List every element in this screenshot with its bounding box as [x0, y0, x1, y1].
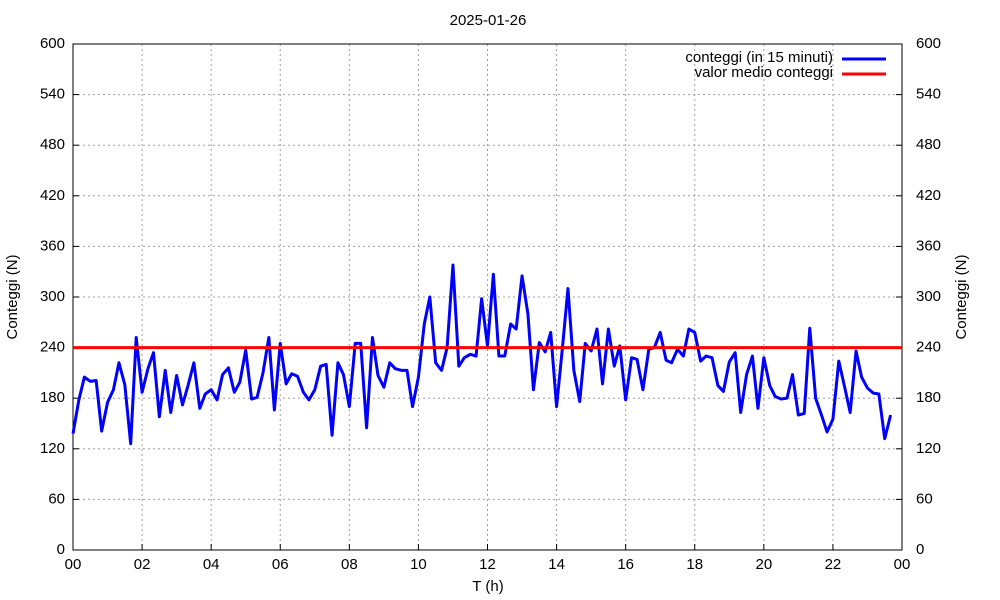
y2-tick-label: 300 [916, 288, 941, 305]
x-tick-label: 08 [341, 556, 358, 573]
legend-label: conteggi (in 15 minuti) [685, 49, 833, 66]
legend-label: valor medio conteggi [695, 64, 833, 81]
y-tick-label: 360 [40, 237, 65, 254]
x-tick-label: 10 [410, 556, 427, 573]
x-tick-label: 14 [548, 556, 565, 573]
x-tick-label: 18 [686, 556, 703, 573]
data-line [71, 263, 893, 446]
y-axis-label: Conteggi (N) [4, 254, 21, 339]
x-tick-label: 02 [134, 556, 151, 573]
y-tick-label: 0 [57, 541, 65, 558]
y-tick-label: 240 [40, 339, 65, 356]
y2-tick-label: 0 [916, 541, 924, 558]
y-tick-label: 120 [40, 440, 65, 457]
x-tick-label: 00 [65, 556, 82, 573]
y-tick-label: 60 [48, 490, 65, 507]
chart-title: 2025-01-26 [450, 12, 527, 29]
y2-tick-label: 540 [916, 86, 941, 103]
y2-tick-label: 360 [916, 237, 941, 254]
y-tick-label: 300 [40, 288, 65, 305]
plot-frame [72, 43, 903, 551]
x-tick-label: 12 [479, 556, 496, 573]
y-tick-label: 540 [40, 86, 65, 103]
x-tick-label: 22 [825, 556, 842, 573]
y2-tick-label: 120 [916, 440, 941, 457]
x-tick-label: 16 [617, 556, 634, 573]
y2-tick-label: 240 [916, 339, 941, 356]
x-tick-label: 00 [894, 556, 911, 573]
y2-tick-label: 480 [916, 136, 941, 153]
y-tick-label: 420 [40, 187, 65, 204]
x-tick-label: 04 [203, 556, 220, 573]
y2-tick-label: 420 [916, 187, 941, 204]
y-tick-label: 480 [40, 136, 65, 153]
y2-tick-label: 600 [916, 35, 941, 52]
y2-tick-label: 180 [916, 389, 941, 406]
x-tick-label: 20 [755, 556, 772, 573]
y-tick-label: 180 [40, 389, 65, 406]
y2-axis-label: Conteggi (N) [953, 254, 970, 339]
y2-tick-label: 60 [916, 490, 933, 507]
x-tick-label: 06 [272, 556, 289, 573]
x-axis-label: T (h) [472, 578, 503, 595]
y-tick-label: 600 [40, 35, 65, 52]
